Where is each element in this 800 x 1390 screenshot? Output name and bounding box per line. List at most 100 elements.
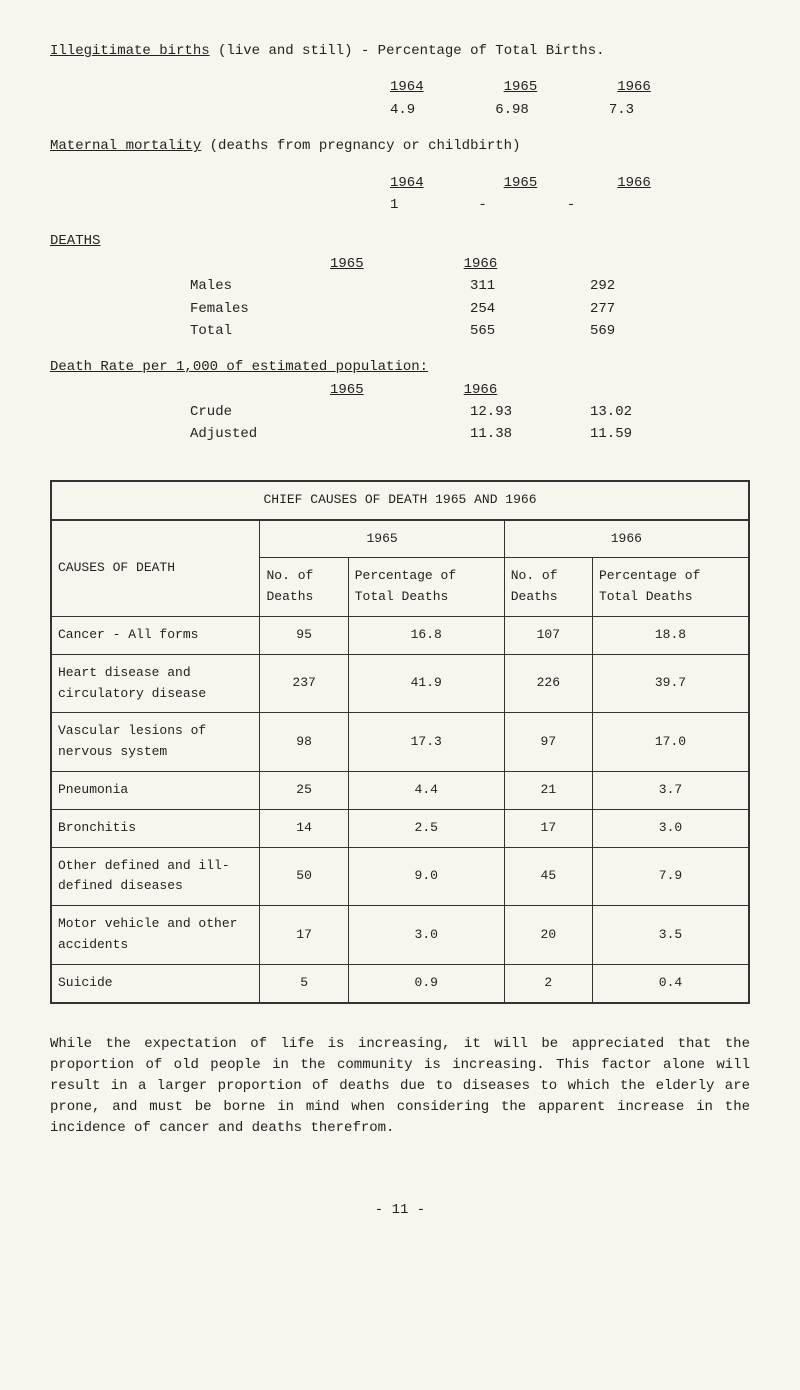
value-cell: 569 [590, 320, 710, 342]
value-cell: 292 [590, 275, 710, 297]
value-cell: 237 [260, 654, 348, 713]
maternal-values: 1 - - [390, 194, 750, 216]
rate-title: Death Rate per 1,000 of estimated popula… [50, 356, 750, 378]
row-label: Males [50, 275, 470, 297]
value-cell: 18.8 [592, 617, 749, 655]
row-label: Bronchitis [51, 809, 260, 847]
causes-yr2: 1966 [504, 520, 749, 558]
value-cell: 39.7 [592, 654, 749, 713]
value-cell: 16.8 [348, 617, 504, 655]
table-row: Other defined and ill-defined diseases50… [51, 847, 749, 906]
row-label: Vascular lesions of nervous system [51, 713, 260, 772]
value-cell: 5 [260, 964, 348, 1002]
value-cell: 20 [504, 906, 592, 965]
year-label: 1966 [617, 172, 651, 194]
col-header: No. of Deaths [504, 558, 592, 617]
value-cell: 2.5 [348, 809, 504, 847]
year-label: 1964 [390, 76, 424, 98]
causes-corner: CAUSES OF DEATH [51, 520, 260, 617]
table-row: Females254277 [50, 298, 750, 320]
table-row: Total565569 [50, 320, 750, 342]
value-cell: 98 [260, 713, 348, 772]
value-cell: 97 [504, 713, 592, 772]
illegit-section: Illegitimate births (live and still) - P… [50, 40, 750, 62]
deaths-years: 1965 1966 [330, 253, 750, 275]
illegit-title: Illegitimate births [50, 43, 210, 59]
causes-yr1: 1965 [260, 520, 504, 558]
value-cell: 17.0 [592, 713, 749, 772]
value-cell: 254 [470, 298, 590, 320]
value-cell: 17.3 [348, 713, 504, 772]
value-cell: 2 [504, 964, 592, 1002]
col-header: No. of Deaths [260, 558, 348, 617]
value-cell: 17 [504, 809, 592, 847]
row-label: Heart disease and circulatory disease [51, 654, 260, 713]
value-cell: 11.38 [470, 423, 590, 445]
value-cell: 7.3 [609, 99, 634, 121]
table-row: Suicide50.920.4 [51, 964, 749, 1002]
row-label: Females [50, 298, 470, 320]
table-row: Males311292 [50, 275, 750, 297]
value-cell: 4.4 [348, 772, 504, 810]
table-row: Motor vehicle and other accidents173.020… [51, 906, 749, 965]
table-row: Crude12.9313.02 [50, 401, 750, 423]
value-cell: 277 [590, 298, 710, 320]
value-cell: 25 [260, 772, 348, 810]
row-label: Suicide [51, 964, 260, 1002]
value-cell: 4.9 [390, 99, 415, 121]
year-label: 1966 [617, 76, 651, 98]
value-cell: 45 [504, 847, 592, 906]
year-label: 1965 [504, 76, 538, 98]
table-row: Bronchitis142.5173.0 [51, 809, 749, 847]
illegit-suffix: (live and still) - Percentage of Total B… [210, 43, 605, 59]
value-cell: 0.4 [592, 964, 749, 1002]
year-label: 1966 [464, 253, 498, 275]
value-cell: 11.59 [590, 423, 710, 445]
col-header: Percentage of Total Deaths [348, 558, 504, 617]
value-cell: 9.0 [348, 847, 504, 906]
year-label: 1965 [504, 172, 538, 194]
page-number: - 11 - [50, 1199, 750, 1221]
col-header: Percentage of Total Deaths [592, 558, 749, 617]
value-cell: 1 [390, 194, 398, 216]
value-cell: - [478, 194, 486, 216]
row-label: Other defined and ill-defined diseases [51, 847, 260, 906]
paragraph: While the expectation of life is increas… [50, 1034, 750, 1139]
maternal-years: 1964 1965 1966 [390, 172, 750, 194]
value-cell: 41.9 [348, 654, 504, 713]
deaths-title: DEATHS [50, 230, 750, 252]
table-row: Vascular lesions of nervous system9817.3… [51, 713, 749, 772]
value-cell: 3.5 [592, 906, 749, 965]
maternal-suffix: (deaths from pregnancy or childbirth) [201, 138, 520, 154]
value-cell: 21 [504, 772, 592, 810]
maternal-title: Maternal mortality [50, 138, 201, 154]
value-cell: 12.93 [470, 401, 590, 423]
illegit-values: 4.9 6.98 7.3 [390, 99, 750, 121]
value-cell: - [567, 194, 575, 216]
row-label: Adjusted [50, 423, 470, 445]
value-cell: 226 [504, 654, 592, 713]
maternal-section: Maternal mortality (deaths from pregnanc… [50, 135, 750, 157]
year-label: 1966 [464, 379, 498, 401]
row-label: Crude [50, 401, 470, 423]
value-cell: 3.0 [592, 809, 749, 847]
value-cell: 3.7 [592, 772, 749, 810]
value-cell: 3.0 [348, 906, 504, 965]
illegit-years: 1964 1965 1966 [390, 76, 750, 98]
value-cell: 311 [470, 275, 590, 297]
row-label: Cancer - All forms [51, 617, 260, 655]
table-row: Cancer - All forms9516.810718.8 [51, 617, 749, 655]
year-label: 1965 [330, 253, 364, 275]
value-cell: 6.98 [495, 99, 529, 121]
value-cell: 13.02 [590, 401, 710, 423]
value-cell: 17 [260, 906, 348, 965]
table-row: Adjusted11.3811.59 [50, 423, 750, 445]
value-cell: 7.9 [592, 847, 749, 906]
rate-years: 1965 1966 [330, 379, 750, 401]
value-cell: 14 [260, 809, 348, 847]
table-row: Pneumonia254.4213.7 [51, 772, 749, 810]
value-cell: 107 [504, 617, 592, 655]
row-label: Total [50, 320, 470, 342]
row-label: Motor vehicle and other accidents [51, 906, 260, 965]
value-cell: 95 [260, 617, 348, 655]
